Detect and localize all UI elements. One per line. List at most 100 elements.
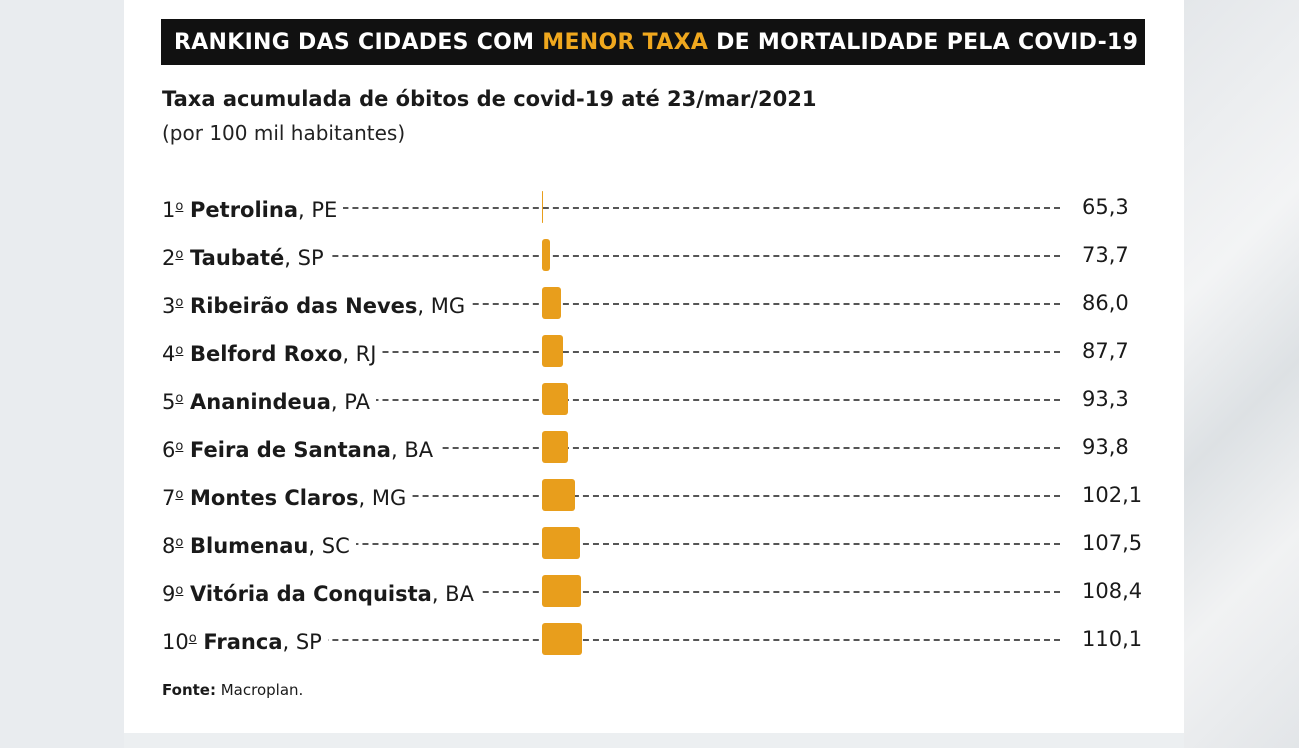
leader-line (162, 543, 1060, 545)
ranking-row: 9o Vitória da Conquista, BA 108,4 (162, 569, 1152, 613)
rank-number: 7 (162, 486, 176, 510)
rank-number: 5 (162, 390, 176, 414)
value-label: 110,1 (1076, 624, 1143, 654)
rank-number: 1 (162, 198, 176, 222)
rank-ordinal: o (175, 535, 184, 550)
row-label: 8o Blumenau, SC (162, 528, 356, 558)
rank-number: 3 (162, 294, 176, 318)
leader-line (162, 303, 1060, 305)
row-label: 2o Taubaté, SP (162, 240, 330, 270)
leader-line (162, 495, 1060, 497)
chart-title: RANKING DAS CIDADES COM MENOR TAXA DE MO… (161, 19, 1145, 65)
leader-line (162, 639, 1060, 641)
state-code: , SP (284, 246, 324, 270)
chart-subtitle: Taxa acumulada de óbitos de covid-19 até… (162, 87, 817, 111)
city-name: Petrolina (190, 198, 299, 222)
leader-line (162, 447, 1060, 449)
value-label: 93,3 (1076, 384, 1129, 414)
rank-ordinal: o (175, 247, 184, 262)
title-highlight: MENOR TAXA (542, 29, 709, 55)
bar (542, 335, 563, 367)
value-label: 93,8 (1076, 432, 1129, 462)
row-label: 10o Franca, SP (162, 624, 328, 654)
leader-line (162, 351, 1060, 353)
state-code: , RJ (342, 342, 377, 366)
rank-ordinal: o (175, 583, 184, 598)
bar (542, 479, 575, 511)
rank-ordinal: o (175, 343, 184, 358)
rank-ordinal: o (175, 439, 184, 454)
bar (542, 191, 543, 223)
leader-line (162, 399, 1060, 401)
state-code: , PA (330, 390, 370, 414)
value-label: 86,0 (1076, 288, 1129, 318)
rank-number: 8 (162, 534, 176, 558)
city-name: Belford Roxo (190, 342, 343, 366)
ranking-row: 2o Taubaté, SP 73,7 (162, 233, 1152, 277)
bar (542, 575, 581, 607)
state-code: , BA (390, 438, 434, 462)
rank-ordinal: o (175, 199, 184, 214)
title-text-before: RANKING DAS CIDADES COM (174, 29, 543, 55)
leader-line (162, 207, 1060, 209)
bar (542, 527, 580, 559)
city-name: Vitória da Conquista (190, 582, 432, 606)
ranking-row: 5o Ananindeua, PA 93,3 (162, 377, 1152, 421)
state-code: , PE (298, 198, 338, 222)
value-label: 108,4 (1076, 576, 1143, 606)
ranking-row: 4o Belford Roxo, RJ 87,7 (162, 329, 1152, 373)
rank-number: 6 (162, 438, 176, 462)
ranking-row: 3o Ribeirão das Neves, MG 86,0 (162, 281, 1152, 325)
value-label: 107,5 (1076, 528, 1143, 558)
row-label: 7o Montes Claros, MG (162, 480, 413, 510)
title-text-after: DE MORTALIDADE PELA COVID-19 (708, 29, 1139, 55)
chart-unit: (por 100 mil habitantes) (162, 121, 406, 145)
leader-line (162, 255, 1060, 257)
rank-number: 2 (162, 246, 176, 270)
city-name: Montes Claros (190, 486, 359, 510)
ranking-row: 1o Petrolina, PE 65,3 (162, 185, 1152, 229)
row-label: 9o Vitória da Conquista, BA (162, 576, 480, 606)
value-label: 73,7 (1076, 240, 1129, 270)
source-text: Macroplan. (215, 681, 304, 699)
bar (542, 287, 561, 319)
rank-ordinal: o (188, 631, 197, 646)
state-code: , MG (358, 486, 407, 510)
city-name: Ananindeua (190, 390, 331, 414)
bar (542, 431, 568, 463)
source-note: Fonte: Macroplan. (162, 681, 303, 699)
city-name: Blumenau (190, 534, 309, 558)
rank-number: 4 (162, 342, 176, 366)
rank-ordinal: o (175, 295, 184, 310)
state-code: , SP (282, 630, 322, 654)
leader-line (162, 591, 1060, 593)
bar (542, 623, 582, 655)
source-label: Fonte: (162, 681, 216, 699)
bar (542, 383, 568, 415)
ranking-row: 8o Blumenau, SC 107,5 (162, 521, 1152, 565)
city-name: Ribeirão das Neves (190, 294, 418, 318)
state-code: , SC (308, 534, 350, 558)
city-name: Franca (203, 630, 283, 654)
rank-ordinal: o (175, 487, 184, 502)
row-label: 6o Feira de Santana, BA (162, 432, 440, 462)
row-label: 4o Belford Roxo, RJ (162, 336, 383, 366)
state-code: , MG (417, 294, 466, 318)
city-name: Taubaté (190, 246, 285, 270)
ranking-row: 6o Feira de Santana, BA 93,8 (162, 425, 1152, 469)
infographic-card (124, 0, 1184, 733)
rank-number: 9 (162, 582, 176, 606)
background-left (0, 0, 124, 748)
row-label: 5o Ananindeua, PA (162, 384, 376, 414)
background-right (1184, 0, 1299, 748)
ranking-row: 10o Franca, SP 110,1 (162, 617, 1152, 661)
value-label: 102,1 (1076, 480, 1143, 510)
row-label: 3o Ribeirão das Neves, MG (162, 288, 472, 318)
city-name: Feira de Santana (190, 438, 391, 462)
rank-ordinal: o (175, 391, 184, 406)
row-label: 1o Petrolina, PE (162, 192, 344, 222)
ranking-row: 7o Montes Claros, MG 102,1 (162, 473, 1152, 517)
value-label: 65,3 (1076, 192, 1129, 222)
value-label: 87,7 (1076, 336, 1129, 366)
bar (542, 239, 550, 271)
